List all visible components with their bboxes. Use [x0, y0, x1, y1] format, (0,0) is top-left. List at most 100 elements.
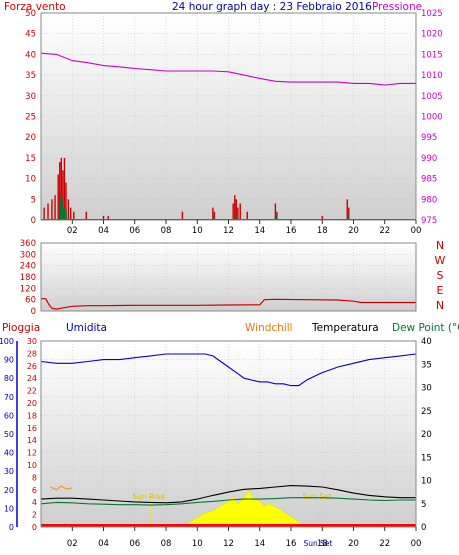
wind-y-tick-label: 35	[25, 71, 36, 81]
pressure-y-tick-label: 1005	[421, 92, 443, 102]
humidity-y-tick-label: 50	[4, 430, 14, 439]
pressure-y-tick-label: 1000	[421, 113, 443, 123]
compass-label: N	[436, 239, 444, 252]
x-tick-label: 22	[379, 226, 390, 236]
pressure-y-tick-label: 975	[421, 216, 437, 226]
pressure-y-tick-label: 1020	[421, 30, 443, 40]
wind-y-tick-label: 0	[31, 216, 36, 226]
humidity-y-tick-label: 0	[9, 523, 14, 532]
x-tick-label: 10	[192, 226, 203, 236]
temperature-left-y-tick-label: 8	[32, 473, 37, 482]
temperature-left-y-tick-label: 6	[32, 486, 37, 495]
temperature-left-y-tick-label: 20	[27, 399, 37, 408]
direction-y-tick-label: 120	[20, 284, 36, 294]
wind-pressure-axes: 0510152025303540455097598098599099510001…	[25, 9, 442, 236]
humidity-y-tick-label: 40	[4, 449, 14, 458]
x-tick-label: 20	[348, 539, 359, 549]
temperature-left-y-tick-label: 2	[32, 511, 37, 520]
wind-y-tick-label: 5	[31, 195, 36, 205]
x-tick-label: 14	[254, 226, 265, 236]
x-tick-label: 06	[129, 226, 140, 236]
x-tick-label: 18	[317, 226, 328, 236]
temperature-right-y-tick-label: 30	[421, 384, 432, 394]
direction-y-tick-label: 300	[20, 250, 36, 260]
pressure-axis-title: Pressione	[372, 1, 422, 13]
wind-direction-line	[41, 298, 416, 310]
rain-bar	[41, 524, 416, 527]
legend-pioggia: Pioggia	[2, 322, 40, 334]
x-tick-label: 18	[317, 539, 328, 549]
x-tick-label: 02	[67, 539, 78, 549]
x-tick-label: 00	[411, 226, 422, 236]
legend-dewpoint: Dew Point (°C	[392, 322, 459, 334]
temperature-left-y-tick-label: 12	[27, 449, 37, 458]
direction-y-tick-label: 180	[20, 273, 36, 283]
direction-y-tick-label: 240	[20, 262, 36, 272]
temperature-left-y-tick-label: 4	[32, 498, 37, 507]
humidity-y-tick-label: 100	[0, 337, 14, 346]
temperature-left-y-tick-label: 14	[27, 436, 37, 445]
x-tick-label: 20	[348, 226, 359, 236]
wind-direction-series	[41, 298, 416, 310]
x-tick-label: 16	[286, 539, 297, 549]
temperature-right-y-tick-label: 20	[421, 430, 432, 440]
wind-y-tick-label: 40	[25, 50, 36, 60]
pressure-y-tick-label: 1015	[421, 50, 443, 60]
temperature-right-y-tick-label: 10	[421, 477, 432, 487]
wind-direction-frame	[40, 242, 417, 312]
temperature-right-y-tick-label: 25	[421, 407, 432, 417]
pressure-y-tick-label: 1025	[421, 9, 443, 19]
x-tick-label: 22	[379, 539, 390, 549]
temperature-left-y-tick-label: 28	[27, 349, 37, 358]
temperature-left-y-tick-label: 22	[27, 387, 37, 396]
humidity-y-tick-label: 80	[4, 374, 14, 383]
wind-y-tick-label: 25	[25, 113, 36, 123]
temperature-right-y-tick-label: 40	[421, 337, 432, 347]
wind-direction-grid	[41, 243, 417, 311]
legend-umidita: Umidita	[66, 322, 107, 334]
wind-y-tick-label: 30	[25, 92, 36, 102]
sunset-label: Sun Set	[303, 492, 332, 501]
sunset-axis-label: Sun Set	[304, 539, 333, 548]
wind-y-tick-label: 15	[25, 154, 36, 164]
pressure-y-tick-label: 980	[421, 195, 437, 205]
temperature-left-y-tick-label: 18	[27, 411, 37, 420]
temperature-left-y-tick-label: 10	[27, 461, 37, 470]
wind-y-tick-label: 45	[25, 30, 36, 40]
x-tick-label: 08	[161, 226, 172, 236]
x-tick-label: 14	[254, 539, 265, 549]
compass-label: E	[437, 284, 444, 297]
pressure-y-tick-label: 985	[421, 175, 437, 185]
humidity-y-tick-label: 10	[4, 504, 14, 513]
wind-axis-title: Forza vento	[4, 1, 66, 13]
sunrise-label: Sun Rise	[132, 492, 165, 501]
graph-title: 24 hour graph day : 23 Febbraio 2016	[172, 1, 372, 13]
x-tick-label: 16	[286, 226, 297, 236]
x-tick-label: 04	[98, 539, 109, 549]
humidity-temperature-series: Sun Rise Sun Set Sun Set	[40, 353, 417, 548]
pressure-y-tick-label: 995	[421, 133, 437, 143]
temperature-right-y-tick-label: 5	[421, 500, 426, 510]
humidity-temperature-grid	[41, 341, 417, 527]
temperature-left-y-tick-label: 16	[27, 424, 37, 433]
x-tick-label: 02	[67, 226, 78, 236]
wind-y-tick-label: 50	[25, 9, 36, 19]
humidity-y-tick-label: 30	[4, 467, 14, 476]
compass-label: W	[435, 254, 446, 267]
direction-y-tick-label: 0	[31, 307, 36, 317]
x-tick-label: 06	[129, 539, 140, 549]
temperature-right-y-tick-label: 35	[421, 360, 432, 370]
legend-temperatura: Temperatura	[311, 322, 379, 334]
pressure-line	[40, 52, 416, 86]
x-tick-label: 00	[411, 539, 422, 549]
humidity-y-tick-label: 90	[4, 356, 14, 365]
humidity-y-tick-label: 20	[4, 486, 14, 495]
x-tick-label: 04	[98, 226, 109, 236]
wind-y-tick-label: 10	[25, 175, 36, 185]
legend-windchill: Windchill	[245, 322, 293, 334]
temperature-left-y-tick-label: 26	[27, 362, 37, 371]
x-tick-label: 12	[223, 226, 234, 236]
temperature-right-y-tick-label: 0	[421, 523, 426, 533]
